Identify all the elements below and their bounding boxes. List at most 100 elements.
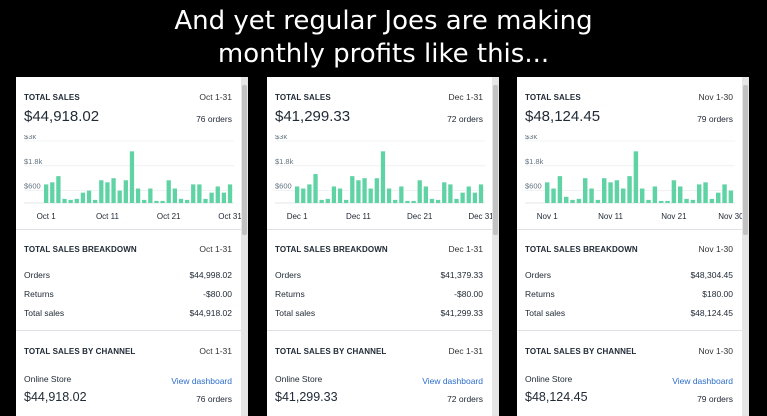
sales-bar [123, 180, 128, 203]
sales-bar [142, 199, 147, 203]
view-dashboard-link[interactable]: View dashboard [422, 376, 483, 386]
orders-value: $44,998.02 [189, 270, 232, 280]
sales-bar [646, 199, 651, 203]
x-tick-label: Nov 1 [537, 212, 558, 221]
sales-bar [728, 190, 734, 203]
sales-bar [417, 180, 422, 203]
y-tick-label: $600 [525, 182, 542, 191]
x-tick-label: Oct 11 [96, 212, 120, 221]
breakdown-title: TOTAL SALES BREAKDOWN [24, 245, 137, 254]
scrollbar-thumb[interactable] [493, 85, 498, 235]
total-sales-title: TOTAL SALES [24, 93, 80, 102]
sales-bar [56, 176, 61, 203]
view-dashboard-link[interactable]: View dashboard [672, 376, 733, 386]
sales-bar [111, 178, 116, 203]
sales-bar [362, 178, 367, 203]
sales-bar [423, 186, 428, 203]
x-tick-label: Dec 1 [287, 212, 308, 221]
sales-bar [325, 198, 330, 203]
sales-bar [178, 198, 184, 203]
sales-bar [697, 184, 702, 203]
sales-bar [665, 200, 670, 203]
breakdown-period: Dec 1-31 [448, 244, 484, 254]
sales-card-december: TOTAL SALES Dec 1-31 $41,299.33 72 order… [267, 77, 499, 416]
sales-bar [117, 190, 122, 203]
sales-bar [154, 200, 159, 203]
sales-bar [551, 188, 556, 203]
sales-bar [80, 192, 86, 203]
sales-bar [564, 196, 569, 203]
total-sales-label: Total sales [24, 308, 65, 318]
sales-bar [344, 199, 349, 203]
sales-bar [215, 186, 220, 203]
daily-sales-chart: $3k $1.8k $600 Dec 1 Dec 11 Dec 21 Dec 31 [275, 135, 492, 221]
total-sales-label: Total sales [525, 308, 566, 318]
sales-bar [709, 198, 715, 203]
divider [517, 330, 742, 331]
store-sales-amount: $48,124.45 [525, 390, 588, 404]
returns-label: Returns [24, 289, 54, 299]
sales-bar [99, 180, 104, 203]
x-tick-label: Oct 31 [218, 212, 241, 221]
sales-bar [393, 199, 398, 203]
sales-bar [313, 174, 318, 203]
store-sales-amount: $41,299.33 [275, 390, 338, 404]
sales-bar [678, 186, 683, 203]
sales-bar [160, 200, 165, 203]
x-tick-label: Nov 11 [598, 212, 623, 221]
scrollbar[interactable] [241, 77, 248, 416]
sales-card-november: TOTAL SALES Nov 1-30 $48,124.45 79 order… [517, 77, 749, 416]
channel-title: TOTAL SALES BY CHANNEL [24, 347, 136, 356]
sales-bar [448, 184, 453, 203]
y-tick-label: $600 [275, 182, 292, 191]
sales-bar [659, 200, 664, 203]
y-tick-label: $3k [24, 135, 36, 141]
x-tick-label: Oct 21 [157, 212, 181, 221]
sales-bar [399, 186, 404, 203]
returns-value: $180.00 [702, 289, 733, 299]
sales-bar [442, 182, 447, 203]
sales-bar [411, 200, 416, 203]
store-sales-amount: $44,918.02 [24, 390, 87, 404]
channel-title: TOTAL SALES BY CHANNEL [275, 347, 387, 356]
sales-bar [454, 198, 459, 203]
sales-bar [576, 198, 582, 203]
scrollbar-thumb[interactable] [743, 85, 748, 235]
orders-label: Orders [24, 270, 50, 280]
view-dashboard-link[interactable]: View dashboard [171, 376, 232, 386]
sales-bar [716, 192, 721, 203]
sales-bar [356, 180, 361, 203]
total-sales-period: Oct 1-31 [199, 92, 232, 102]
sales-bar [614, 180, 620, 203]
scrollbar[interactable] [742, 77, 749, 416]
sales-card-october: TOTAL SALES Oct 1-31 $44,918.02 76 order… [16, 77, 248, 416]
daily-sales-chart: $3k $1.8k $600 Nov 1 Nov 11 Nov 21 Nov 30 [525, 135, 742, 221]
sales-bar [331, 186, 337, 203]
store-orders: 79 orders [697, 394, 733, 404]
orders-value: $48,304.45 [690, 270, 733, 280]
sales-bar [191, 184, 196, 203]
divider [16, 330, 241, 331]
orders-value: $41,379.33 [440, 270, 483, 280]
sales-bar [350, 176, 355, 203]
sales-bar [337, 188, 343, 203]
sales-bar [166, 180, 171, 203]
sales-bar [203, 198, 208, 203]
sales-bar [405, 200, 410, 203]
sales-bar [319, 199, 324, 203]
sales-bar [148, 188, 153, 203]
sales-bar [68, 199, 73, 203]
store-orders: 76 orders [196, 394, 232, 404]
total-sales-value: $48,124.45 [690, 308, 733, 318]
returns-label: Returns [525, 289, 555, 299]
total-sales-amount: $48,124.45 [525, 108, 601, 125]
sales-bar [135, 188, 141, 203]
scrollbar-thumb[interactable] [242, 85, 247, 235]
scrollbar[interactable] [492, 77, 499, 416]
sales-bar [595, 199, 601, 203]
returns-label: Returns [275, 289, 305, 299]
sales-bar [602, 178, 607, 203]
total-sales-title: TOTAL SALES [525, 93, 581, 102]
sales-bar [652, 186, 658, 203]
sales-bar [460, 192, 465, 203]
